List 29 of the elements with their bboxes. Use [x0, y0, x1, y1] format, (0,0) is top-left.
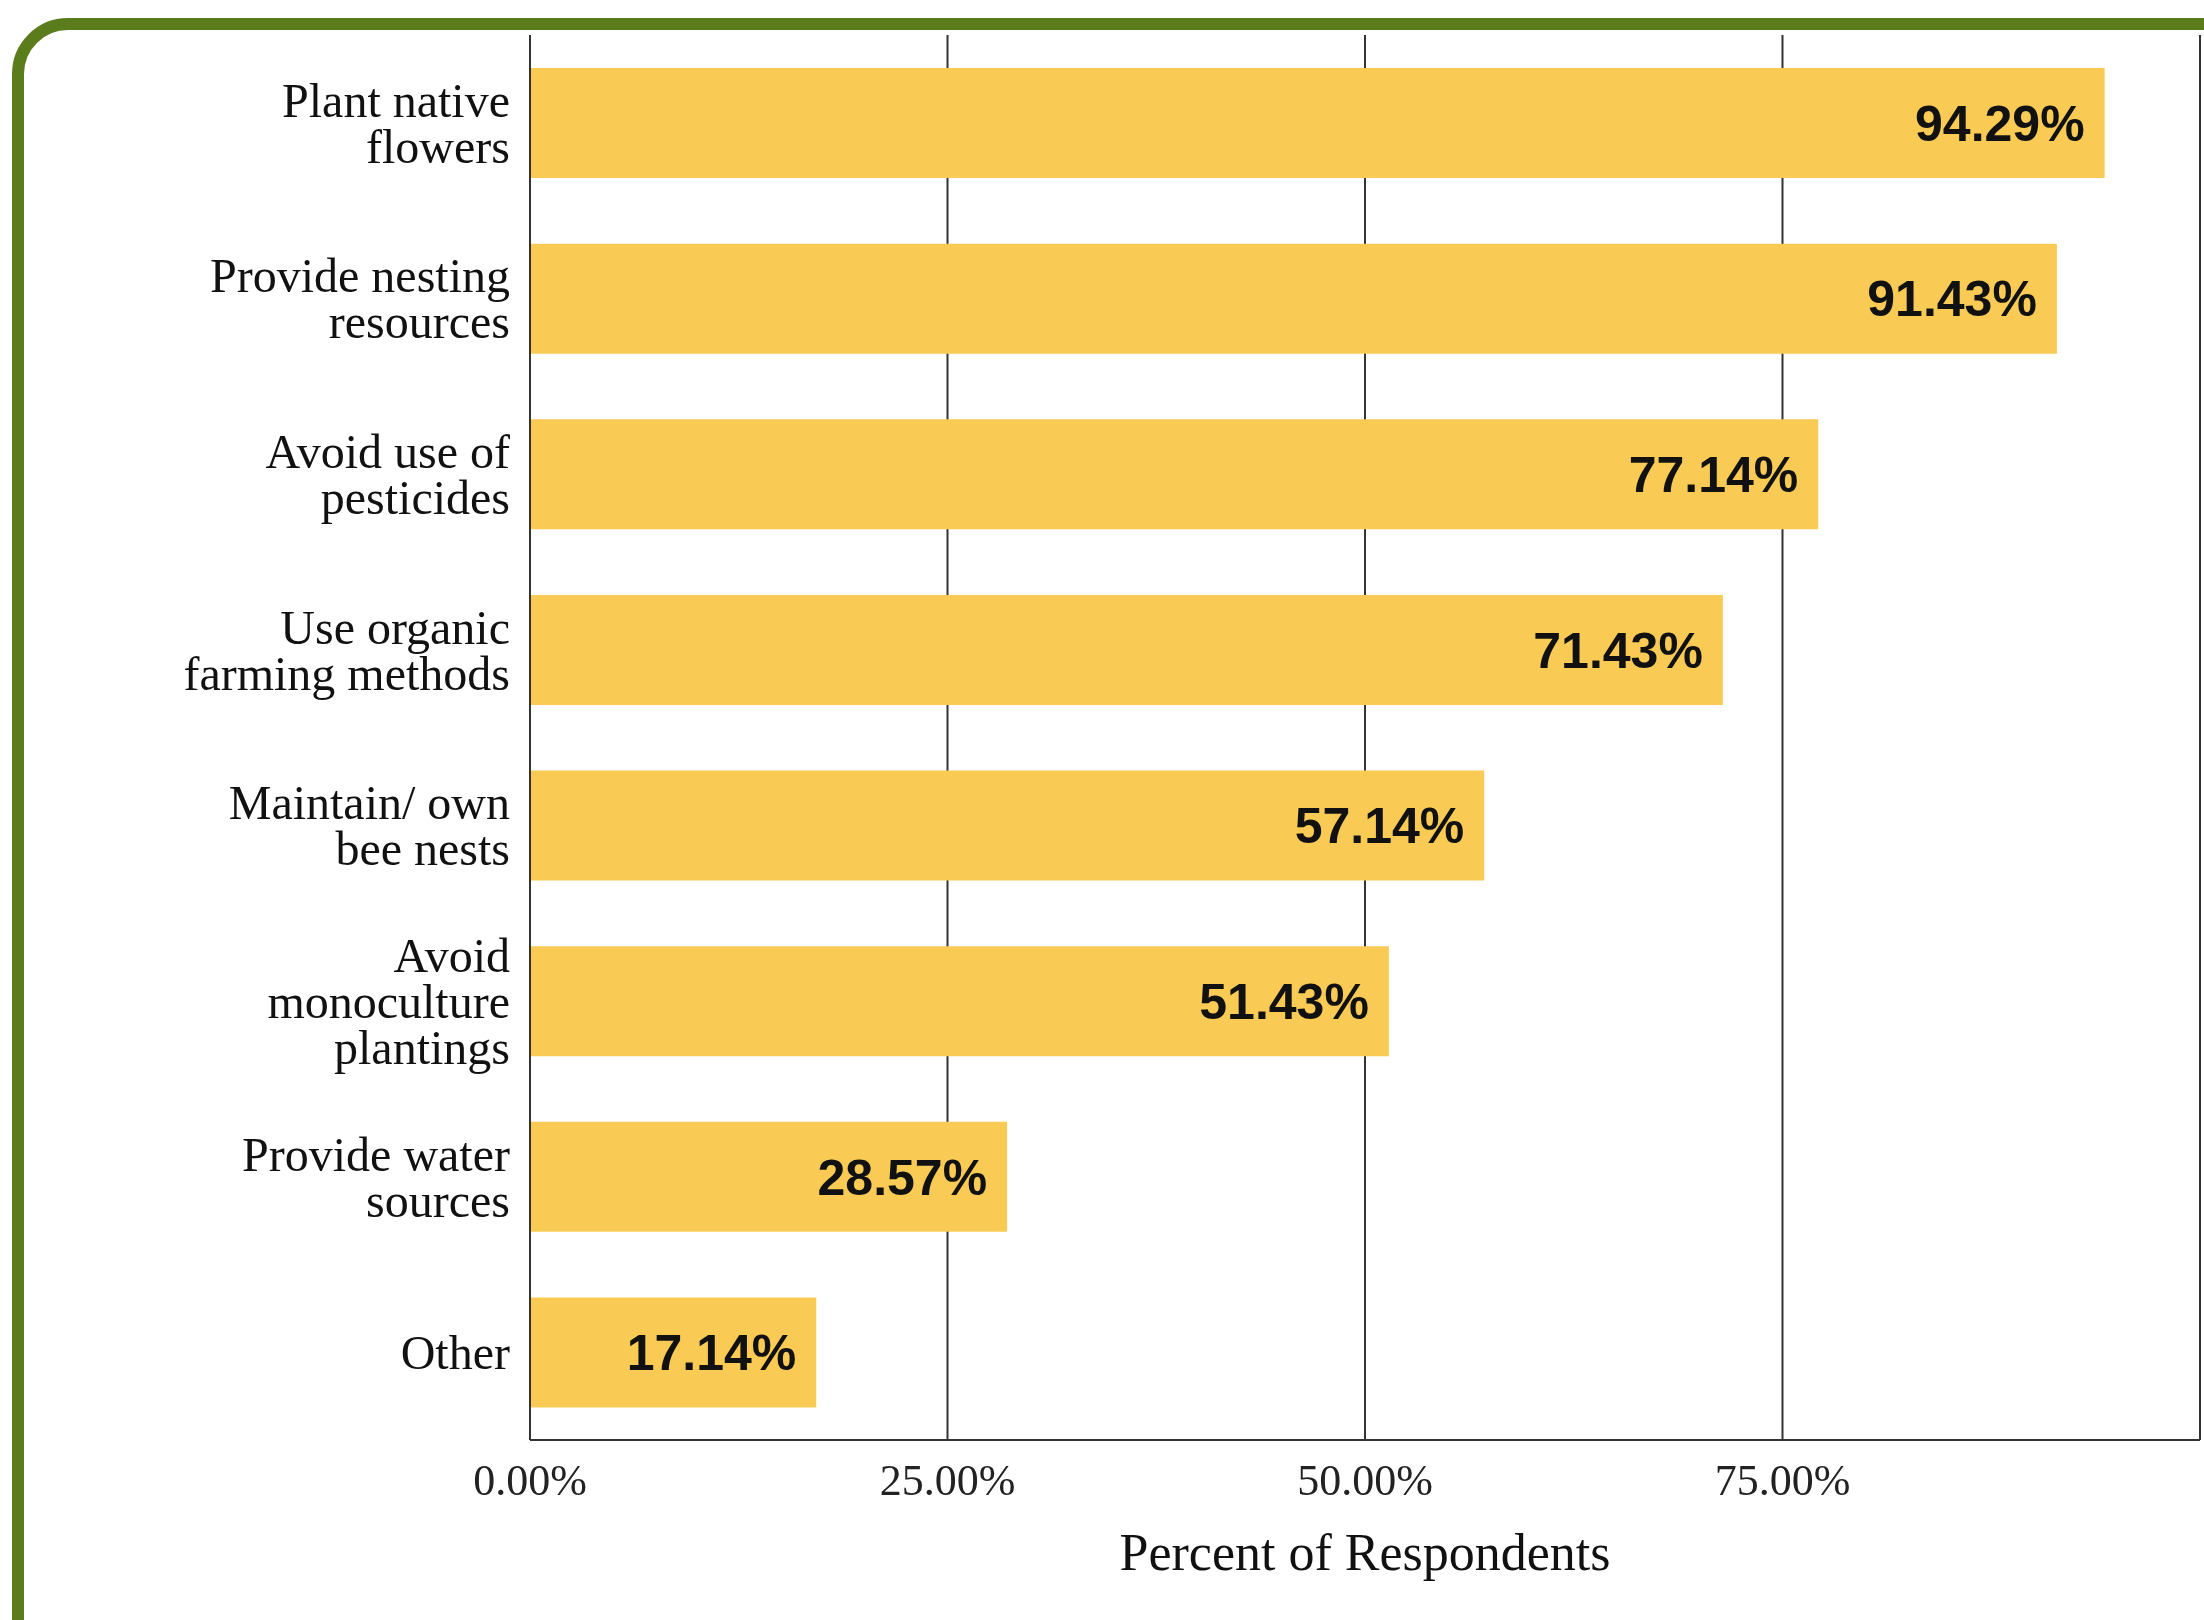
y-tick-label: Use organic farming methods: [183, 600, 510, 700]
x-axis-title: Percent of Respondents: [1119, 1524, 1611, 1581]
data-label: 91.43%: [1867, 271, 2037, 328]
data-label: 77.14%: [1628, 447, 1799, 503]
x-tick-label: 0.00%: [473, 1456, 587, 1506]
data-label: 94.29%: [1915, 95, 2085, 152]
data-label: 71.43%: [1533, 622, 1703, 679]
x-tick-label: 25.00%: [879, 1456, 1016, 1506]
data-label: 17.14%: [626, 1325, 797, 1382]
bar: [530, 243, 2057, 354]
data-label: 28.57%: [817, 1149, 988, 1206]
bar: [530, 946, 1389, 1057]
data-label: 51.43%: [1199, 973, 1369, 1030]
x-tick-label: 75.00%: [1714, 1456, 1851, 1506]
data-label: 57.14%: [1294, 798, 1465, 855]
bar: [530, 419, 1819, 530]
y-tick-label: Provide water sources: [242, 1127, 511, 1227]
bar: [530, 594, 1723, 705]
y-tick-label: Maintain/ own bee nests: [228, 775, 510, 875]
bar: [530, 1297, 817, 1408]
bar: [530, 1121, 1008, 1232]
bar: [530, 68, 2105, 178]
y-tick-label: Avoid use of pesticides: [265, 424, 511, 524]
y-tick-label: Other: [400, 1325, 511, 1379]
y-tick-label: Plant native flowers: [282, 73, 510, 173]
x-tick-label: 50.00%: [1297, 1456, 1433, 1506]
bar: [530, 770, 1485, 881]
y-tick-label: Avoid monoculture plantings: [267, 928, 510, 1074]
y-tick-label: Provide nesting resources: [210, 248, 510, 348]
